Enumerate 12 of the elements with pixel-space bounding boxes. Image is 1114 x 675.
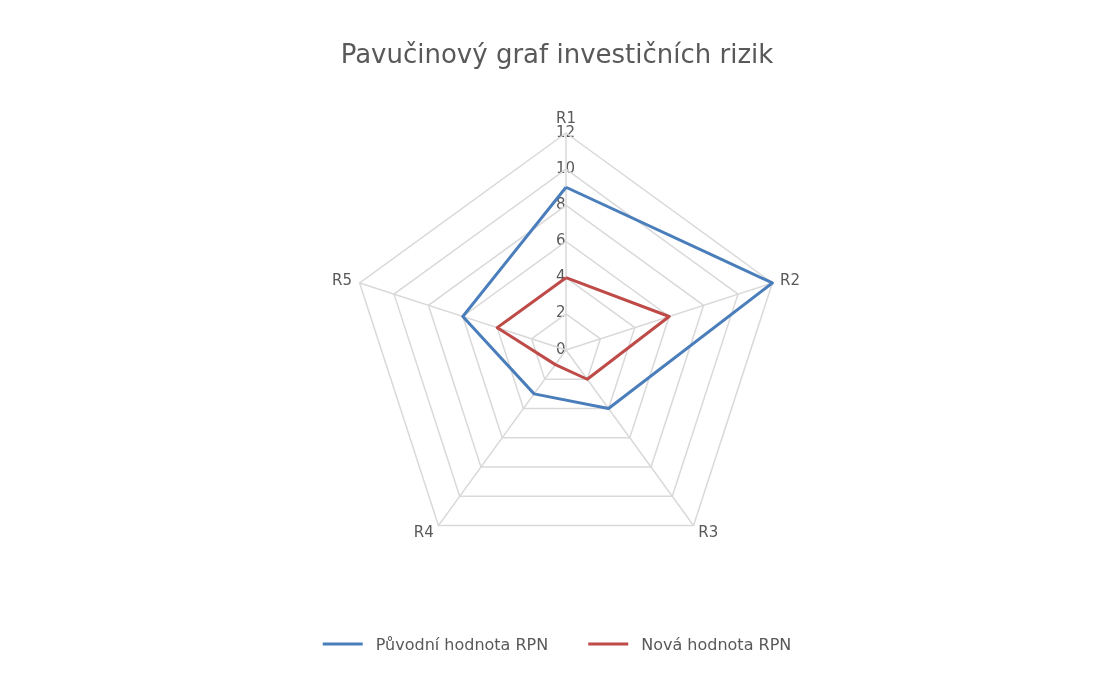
y-tick-label: 12 <box>556 122 576 141</box>
spoke-label: R3 <box>698 523 719 542</box>
spoke-label: R4 <box>413 523 434 542</box>
y-tick-label: 8 <box>556 194 566 213</box>
legend-label: Nová hodnota RPN <box>641 634 792 654</box>
y-tick-label: 6 <box>556 231 566 249</box>
spoke-label: R2 <box>779 271 800 290</box>
spoke-label: R5 <box>332 271 353 290</box>
y-tick-label: 2 <box>556 303 566 322</box>
legend-label: Původní hodnota RPN <box>375 634 549 654</box>
y-tick-label: 10 <box>556 158 576 177</box>
chart-title: Pavučinový graf investičních rizik <box>340 39 774 69</box>
